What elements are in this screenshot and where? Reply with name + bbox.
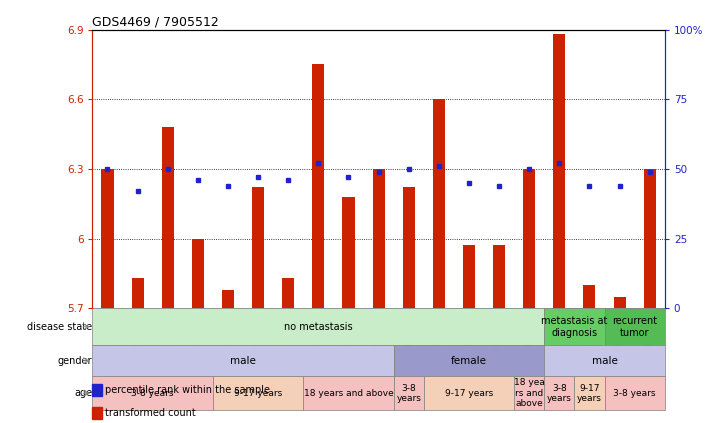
Bar [402, 187, 415, 308]
Text: GDS4469 / 7905512: GDS4469 / 7905512 [92, 16, 219, 28]
Bar [192, 239, 204, 308]
Text: transformed count: transformed count [105, 408, 196, 418]
Bar [373, 169, 385, 308]
Bar [304, 376, 394, 410]
Bar [523, 169, 535, 308]
Bar [282, 278, 294, 308]
Bar [222, 290, 234, 308]
Text: 9-17 years: 9-17 years [445, 389, 493, 398]
Text: 3-8
years: 3-8 years [396, 384, 421, 403]
Bar [161, 127, 173, 308]
Text: 3-8
years: 3-8 years [547, 384, 572, 403]
Text: no metastasis: no metastasis [284, 322, 353, 332]
Bar [92, 308, 545, 345]
Text: recurrent
tumor: recurrent tumor [612, 316, 657, 338]
Bar [545, 376, 574, 410]
Text: 3-8 years: 3-8 years [132, 389, 174, 398]
Text: male: male [230, 356, 256, 366]
Text: 9-17 years: 9-17 years [234, 389, 282, 398]
Bar [574, 376, 604, 410]
Bar [424, 376, 514, 410]
Bar [553, 34, 565, 308]
Bar [394, 345, 545, 376]
Bar [312, 64, 324, 308]
Bar [433, 99, 445, 308]
Bar [92, 345, 394, 376]
Text: gender: gender [58, 356, 92, 366]
Text: male: male [592, 356, 617, 366]
Bar [493, 245, 505, 308]
Text: disease state: disease state [27, 322, 92, 332]
Bar [213, 376, 304, 410]
Text: 3-8 years: 3-8 years [614, 389, 656, 398]
Bar [343, 197, 355, 308]
Bar [102, 169, 114, 308]
Bar [252, 187, 264, 308]
Bar [584, 285, 596, 308]
Text: 18 yea
rs and
above: 18 yea rs and above [514, 379, 545, 408]
Text: 9-17
years: 9-17 years [577, 384, 602, 403]
Text: age: age [75, 388, 92, 398]
Bar [132, 278, 144, 308]
Text: 18 years and above: 18 years and above [304, 389, 393, 398]
Text: percentile rank within the sample: percentile rank within the sample [105, 385, 270, 395]
Bar [614, 297, 626, 308]
Bar [604, 308, 665, 345]
Bar [394, 376, 424, 410]
Bar [463, 245, 475, 308]
Bar [545, 308, 604, 345]
Bar [92, 376, 213, 410]
Bar [514, 376, 545, 410]
Text: female: female [451, 356, 487, 366]
Bar [545, 345, 665, 376]
Text: metastasis at
diagnosis: metastasis at diagnosis [541, 316, 608, 338]
Bar [643, 169, 656, 308]
Bar [604, 376, 665, 410]
